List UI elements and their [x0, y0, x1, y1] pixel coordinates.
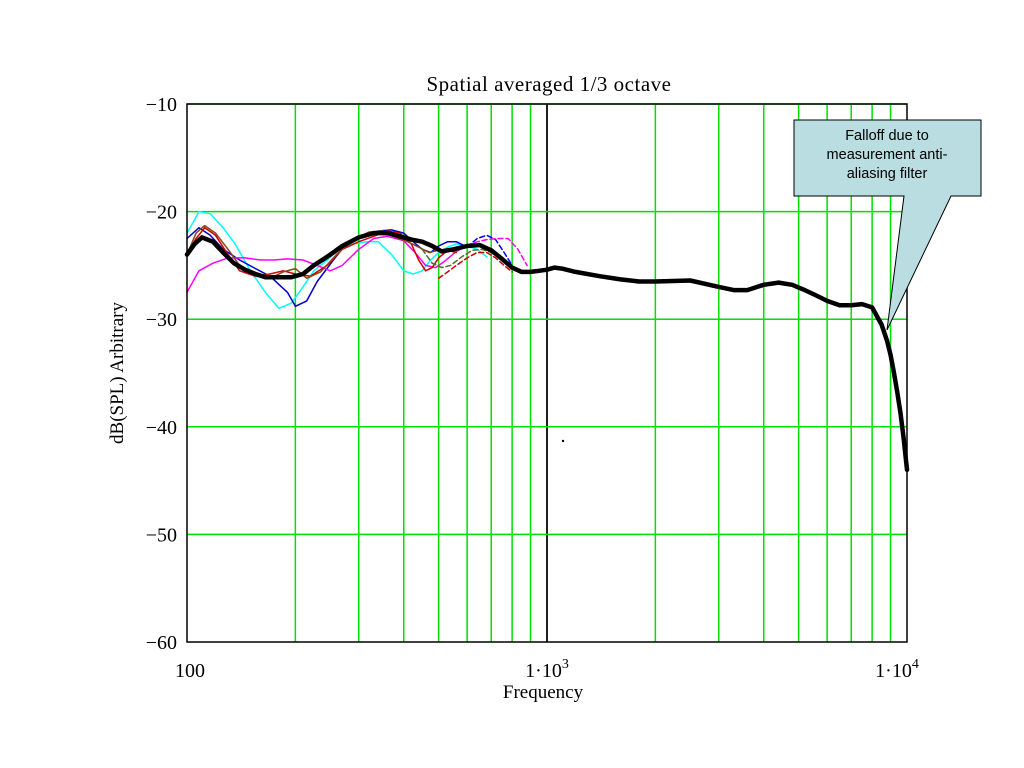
- x-tick-label: 1·104: [875, 657, 919, 682]
- y-tick-label: −10: [146, 94, 177, 116]
- y-tick-labels: −10 −20 −30 −40 −50 −60: [146, 94, 177, 654]
- series-line-8: [186, 224, 440, 280]
- callout-text-line: measurement anti-: [827, 147, 948, 163]
- callout-box: [793, 119, 982, 331]
- y-tick-label: −30: [146, 309, 177, 331]
- y-tick-label: −20: [146, 202, 177, 224]
- y-tick-label: −60: [146, 632, 177, 654]
- y-axis-label: dB(SPL) Arbitrary: [107, 302, 128, 444]
- annotation-callout: Falloff due to measurement anti-aliasing …: [793, 119, 982, 331]
- stray-dot: [561, 439, 565, 443]
- x-tick-labels: 100 1·103 1·104: [175, 657, 919, 682]
- series-line-10: [184, 230, 910, 473]
- callout-text-line: Falloff due to: [845, 128, 929, 144]
- series-group: [184, 210, 910, 473]
- grid: [187, 103, 907, 642]
- plot-frame: [186, 103, 908, 643]
- y-tick-label: −50: [146, 524, 177, 546]
- x-tick-label: 1·103: [525, 657, 569, 682]
- x-axis-label: Frequency: [503, 682, 584, 703]
- series-line-4: [186, 235, 468, 294]
- chart-title: Spatial averaged 1/3 octave: [427, 72, 672, 96]
- x-tick-label: 100: [175, 660, 205, 682]
- series-line-3: [466, 234, 513, 267]
- series-line-7: [437, 251, 513, 280]
- y-tick-label: −40: [146, 417, 177, 439]
- callout-text-line: aliasing filter: [847, 166, 928, 182]
- series-line-5: [466, 237, 528, 267]
